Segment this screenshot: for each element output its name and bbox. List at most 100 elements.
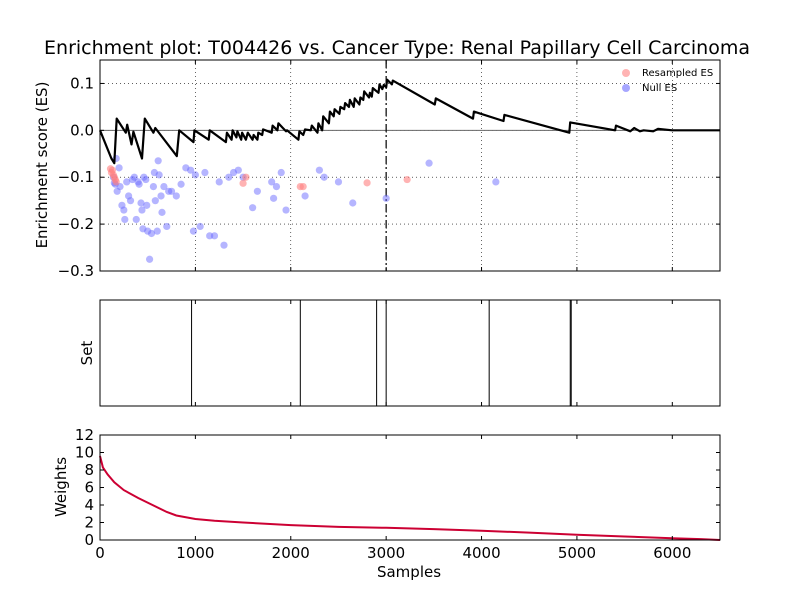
weights-ylabel: Weights <box>52 457 70 517</box>
null-es-point <box>196 222 204 231</box>
null-es-point <box>270 194 278 202</box>
null-es-point <box>191 171 199 179</box>
null-es-point <box>137 199 145 207</box>
legend-null-label: Null ES <box>642 83 677 94</box>
null-es-point <box>177 180 185 188</box>
y-tick-label: −0.2 <box>58 215 94 233</box>
null-es-point <box>272 183 281 191</box>
y-tick-label: 0 <box>84 531 94 549</box>
es-x-ticks <box>99 60 673 271</box>
null-es-point <box>163 222 171 231</box>
es-ylabel: Enrichment score (ES) <box>33 82 51 249</box>
null-es-point <box>151 197 159 205</box>
null-es-point <box>157 192 165 200</box>
null-es-point <box>160 183 168 191</box>
null-es-point <box>349 199 357 207</box>
legend-resampled-label: Resampled ES <box>642 68 713 79</box>
x-tick-label: 0 <box>95 544 105 562</box>
null-es-point <box>320 173 328 181</box>
null-es-point <box>277 168 285 177</box>
null-es-point <box>132 215 140 224</box>
null-es-point <box>153 227 161 235</box>
y-tick-label: −0.3 <box>58 262 94 280</box>
null-es-point <box>149 183 158 191</box>
set-x-ticks <box>99 300 673 406</box>
resampled-es-point <box>239 179 247 187</box>
resampled-es-point <box>299 183 307 191</box>
null-es-point <box>225 173 233 181</box>
null-es-point <box>334 178 343 186</box>
null-es-points <box>109 154 500 263</box>
chart-title: Enrichment plot: T004426 vs. Cancer Type… <box>44 37 750 59</box>
set-ylabel: Set <box>78 341 96 366</box>
resampled-es-point <box>112 178 120 186</box>
null-es-point <box>249 204 257 212</box>
null-es-point <box>126 197 135 205</box>
y-tick-label: −0.1 <box>58 168 94 186</box>
x-tick-label: 1000 <box>176 544 214 562</box>
y-tick-label: 8 <box>84 461 94 479</box>
legend-resampled-marker <box>622 69 630 77</box>
weights-x-ticks: 0 1000 2000 3000 4000 5000 6000 <box>95 435 691 562</box>
null-es-point <box>138 206 146 214</box>
null-es-point <box>382 194 390 202</box>
x-tick-label: 4000 <box>462 544 500 562</box>
legend-null-marker <box>622 84 630 92</box>
x-axis-label: Samples <box>377 563 441 581</box>
y-tick-label: 2 <box>84 514 94 532</box>
es-frame <box>99 59 721 272</box>
resampled-es-point <box>403 175 411 184</box>
set-frame <box>99 299 721 407</box>
null-es-point <box>146 255 154 263</box>
null-es-point <box>187 166 195 174</box>
x-tick-label: 6000 <box>653 544 691 562</box>
y-tick-label: 12 <box>75 426 94 444</box>
null-es-point <box>215 178 223 186</box>
resampled-es-point <box>242 173 250 181</box>
null-es-point <box>189 227 198 235</box>
null-es-point <box>492 178 500 186</box>
null-es-point <box>142 175 150 184</box>
set-hits <box>191 300 572 406</box>
null-es-point <box>315 166 323 174</box>
null-es-point <box>143 201 151 209</box>
x-tick-label: 2000 <box>272 544 310 562</box>
null-es-point <box>172 192 180 200</box>
set-panel: Set <box>78 299 721 407</box>
null-es-point <box>220 241 228 249</box>
y-tick-label: 4 <box>84 496 94 514</box>
null-es-point <box>123 178 131 186</box>
x-tick-label: 3000 <box>367 544 405 562</box>
null-es-point <box>282 206 290 214</box>
y-tick-label: 0.0 <box>70 121 94 139</box>
resampled-es-points <box>106 165 411 191</box>
null-es-point <box>301 192 309 200</box>
null-es-point <box>121 215 129 224</box>
null-es-point <box>158 208 166 216</box>
weights-frame <box>99 434 721 541</box>
es-y-ticks: 0.1 0.0 −0.1 −0.2 −0.3 <box>58 74 720 280</box>
null-es-point <box>201 168 209 177</box>
null-es-point <box>210 232 219 240</box>
null-es-point <box>253 187 261 195</box>
resampled-es-point <box>363 179 371 187</box>
null-es-point <box>154 157 162 165</box>
weights-line <box>99 455 721 541</box>
legend: Resampled ES Null ES <box>622 68 713 94</box>
null-es-point <box>135 180 143 188</box>
null-es-point <box>268 178 276 186</box>
es-line <box>98 78 720 165</box>
y-tick-label: 6 <box>84 479 94 497</box>
null-es-point <box>234 166 242 174</box>
x-tick-label: 5000 <box>558 544 596 562</box>
null-es-point <box>120 206 128 214</box>
null-es-point <box>155 171 163 179</box>
es-panel: 0.1 0.0 −0.1 −0.2 −0.3 Enrichment score (ES)… <box>33 59 721 280</box>
null-es-point <box>425 159 433 167</box>
null-es-point <box>115 164 123 172</box>
null-es-point <box>167 187 176 195</box>
null-es-point <box>147 229 156 238</box>
